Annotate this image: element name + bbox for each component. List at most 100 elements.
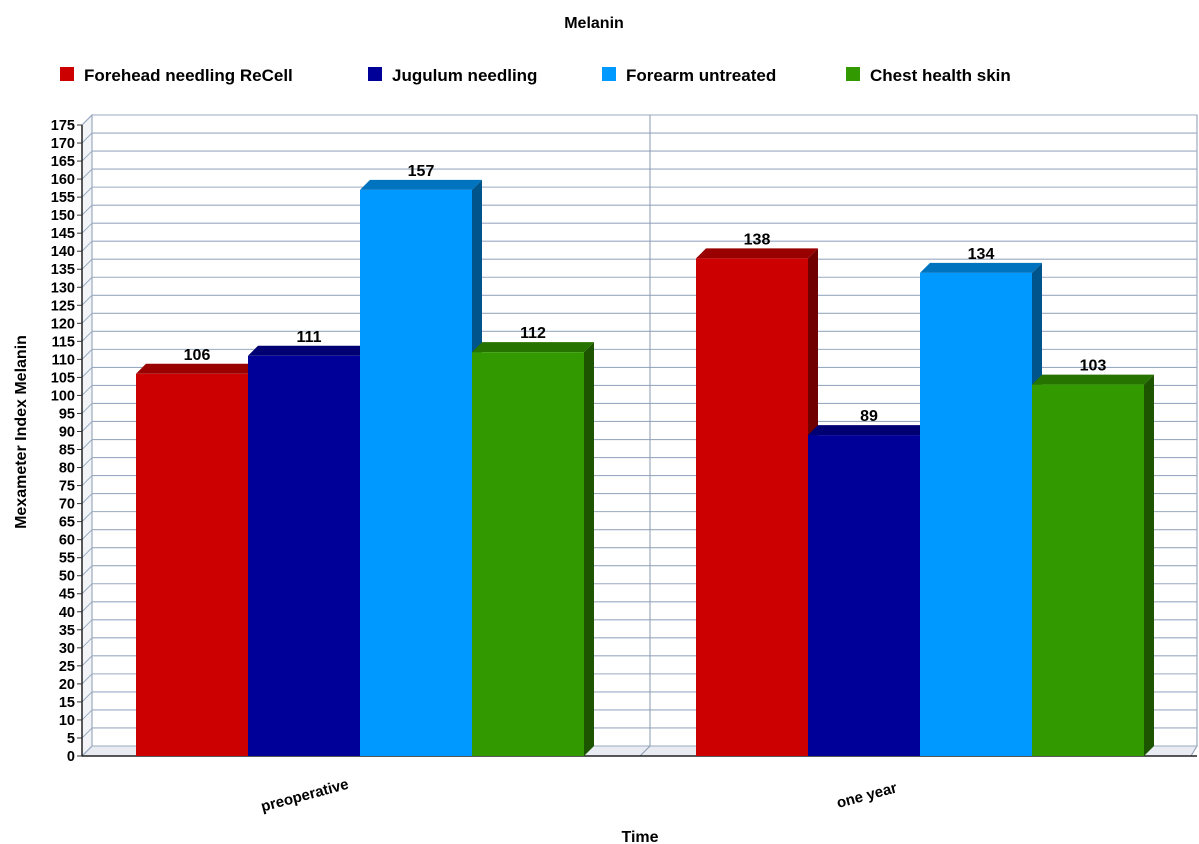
bar: 111: [248, 329, 370, 756]
bars: 106 111 157 112 138 89 134 103: [136, 163, 1154, 757]
legend-label: Jugulum needling: [392, 66, 537, 85]
gridline-side: [81, 385, 93, 396]
gridline-side: [81, 457, 93, 468]
y-tick-label: 160: [51, 172, 75, 188]
y-tick-label: 145: [51, 226, 75, 242]
y-tick-label: 100: [51, 388, 75, 404]
bar: 134: [920, 246, 1042, 756]
bar-front: [808, 435, 920, 756]
data-label: 138: [744, 231, 771, 248]
y-tick-label: 170: [51, 136, 75, 152]
y-tick-label: 165: [51, 154, 75, 170]
bar: 106: [136, 347, 258, 756]
data-label: 112: [520, 325, 546, 342]
y-tick-label: 155: [51, 190, 75, 206]
y-tick-label: 10: [59, 713, 75, 729]
gridline-side: [81, 691, 93, 703]
bar-front: [248, 355, 360, 756]
y-axis-title: Mexameter Index Melanin: [13, 335, 30, 529]
gridline-side: [81, 655, 93, 667]
y-tick-label: 120: [51, 316, 75, 332]
y-tick-label: 90: [59, 424, 75, 440]
bar-front: [136, 373, 248, 756]
bar-front: [920, 272, 1032, 756]
y-tick-label: 110: [52, 352, 75, 368]
x-tick-label: preoperative: [259, 776, 350, 816]
bar-top: [472, 342, 594, 353]
y-tick-label: 55: [59, 551, 75, 567]
legend-swatch: [602, 67, 616, 81]
gridline-side: [81, 601, 93, 613]
gridline-side: [81, 186, 93, 198]
data-label: 89: [860, 408, 878, 425]
y-tick-label: 35: [59, 623, 75, 639]
y-tick-label: 85: [59, 443, 75, 459]
y-tick-label: 105: [51, 370, 75, 386]
bar: 112: [472, 325, 594, 756]
y-tick-label: 150: [51, 208, 75, 224]
legend-swatch: [60, 67, 74, 81]
gridline-side: [81, 619, 93, 631]
bar-top: [136, 363, 258, 374]
legend-item: Chest health skin: [846, 66, 1011, 85]
y-tick-label: 125: [51, 298, 75, 314]
gridline-side: [81, 475, 93, 486]
data-label: 106: [184, 347, 211, 364]
gridline-side: [81, 150, 93, 162]
bar-front: [360, 189, 472, 757]
bar-top: [808, 425, 930, 436]
gridline-side: [81, 583, 93, 595]
gridline-side: [81, 367, 93, 378]
bar-top: [696, 248, 818, 259]
bar-front: [1032, 384, 1144, 756]
y-tick-label: 80: [59, 461, 75, 477]
bar-side: [584, 342, 594, 756]
bar-front: [696, 258, 808, 756]
legend: Forehead needling ReCell Jugulum needling…: [60, 66, 1011, 85]
legend-item: Jugulum needling: [368, 66, 537, 85]
data-label: 103: [1080, 358, 1107, 375]
gridline-side: [81, 709, 93, 721]
y-tick-label: 175: [51, 118, 75, 134]
gridline-side: [81, 637, 93, 649]
y-tick-label: 65: [59, 515, 75, 531]
bar: 89: [808, 408, 930, 756]
y-tick-label: 140: [51, 244, 75, 260]
y-tick-label: 45: [59, 587, 75, 603]
y-tick-label: 115: [52, 334, 75, 350]
chart-title: Melanin: [564, 15, 624, 32]
bar-side: [1144, 374, 1154, 756]
y-tick-label: 5: [67, 731, 75, 747]
gridline-side: [81, 673, 93, 685]
x-tick-label: one year: [835, 779, 899, 811]
y-tick-label: 135: [51, 262, 75, 278]
gridline-side: [81, 403, 93, 414]
y-tick-label: 0: [67, 749, 75, 765]
x-axis-ticks: preoperative one year: [259, 776, 899, 816]
gridline-side: [81, 276, 93, 288]
legend-label: Forearm untreated: [626, 66, 776, 85]
bar: 138: [696, 231, 818, 756]
gridline-side: [81, 439, 93, 450]
gridline-side: [81, 222, 93, 234]
gridline-side: [81, 349, 93, 360]
gridline-side: [81, 330, 93, 342]
y-tick-label: 130: [51, 280, 75, 296]
side-wall: [81, 113, 93, 758]
y-tick-label: 75: [59, 479, 75, 495]
gridline-side: [81, 511, 93, 522]
gridline-side: [81, 745, 93, 757]
gridline-side: [81, 565, 93, 577]
data-label: 157: [408, 163, 435, 180]
bar: 103: [1032, 358, 1154, 756]
gridline-side: [81, 114, 93, 126]
gridline-side: [81, 727, 93, 739]
data-label: 111: [297, 329, 322, 346]
y-tick-label: 40: [59, 605, 75, 621]
legend-label: Chest health skin: [870, 66, 1011, 85]
legend-label: Forehead needling ReCell: [84, 66, 293, 85]
bar-top: [360, 179, 482, 190]
bar-top: [248, 345, 370, 356]
gridline-side: [81, 421, 93, 432]
